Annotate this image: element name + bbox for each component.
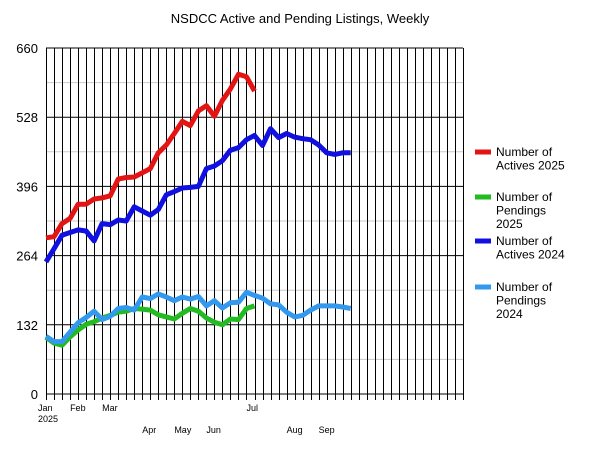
legend-label: Pendings [496,294,546,308]
series-line-1 [45,71,257,241]
y-tick-label: 660 [16,41,38,56]
legend-label: Number of [496,234,553,248]
legend-label: Number of [496,190,553,204]
series-line-4 [44,289,352,345]
x-tick-label: Jan [38,403,53,413]
x-tick-label: May [174,425,192,435]
legend-label: Actives 2025 [496,159,565,173]
x-tick-label: 2025 [38,414,58,424]
series-lines [43,71,352,348]
legend-label: Number of [496,145,553,159]
x-tick-label: Feb [70,403,86,413]
x-tick-label: Aug [287,425,303,435]
y-tick-label: 0 [31,387,38,402]
x-tick-label: Apr [142,425,156,435]
legend-label: 2024 [496,307,523,321]
legend-label: 2025 [496,217,523,231]
series-line-3 [43,126,351,264]
chart-title: NSDCC Active and Pending Listings, Weekl… [171,11,430,26]
y-tick-label: 396 [16,179,38,194]
y-axis-ticks: 0 132 264 396 528 660 [16,41,38,402]
x-tick-label: Sep [319,425,335,435]
x-tick-label: Mar [102,403,118,413]
x-tick-label: Jul [247,403,259,413]
series-line-2 [44,303,256,348]
legend-label: Pendings [496,204,546,218]
y-tick-label: 132 [16,318,38,333]
y-tick-label: 528 [16,110,38,125]
legend-label: Number of [496,280,553,294]
legend-label: Actives 2024 [496,248,565,262]
y-tick-label: 264 [16,249,38,264]
x-tick-label: Jun [206,425,221,435]
